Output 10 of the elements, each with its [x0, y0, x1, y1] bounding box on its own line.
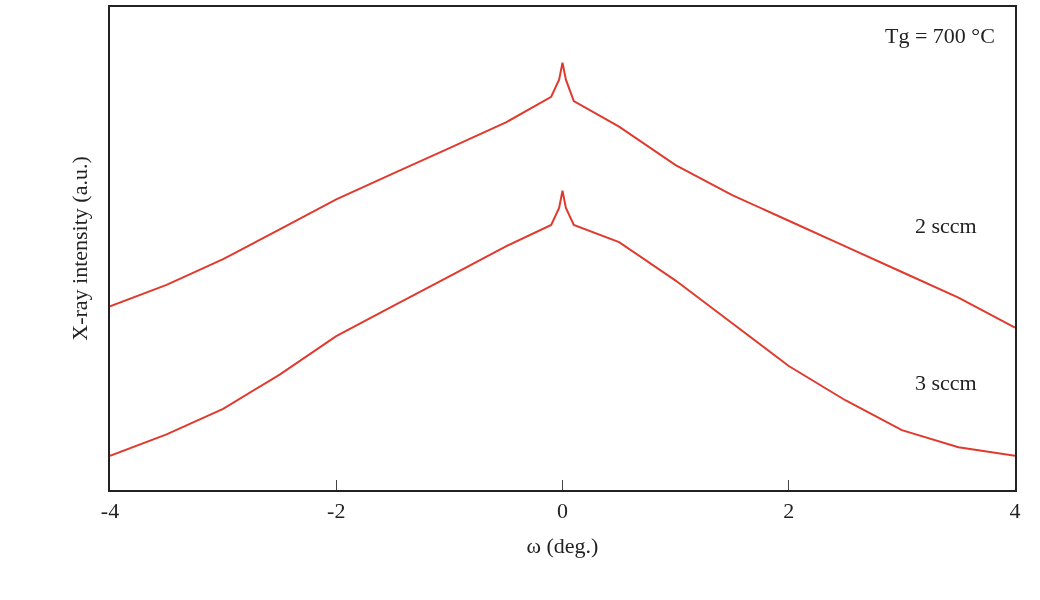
x-tick-label: 4 [1009, 498, 1021, 524]
x-tick-label: -4 [100, 498, 120, 524]
x-axis-title: ω (deg.) [526, 532, 599, 558]
x-tick-label: 2 [783, 498, 795, 524]
x-tick-label: -2 [327, 498, 346, 524]
text: Tg = 700 °C [885, 23, 995, 48]
x-tick-label: 0 [557, 498, 568, 524]
series-label: 2 sccm [915, 213, 977, 238]
series-label: 3 sccm [915, 370, 977, 395]
y-axis-title: X-ray intensity (a.u.) [66, 156, 92, 341]
